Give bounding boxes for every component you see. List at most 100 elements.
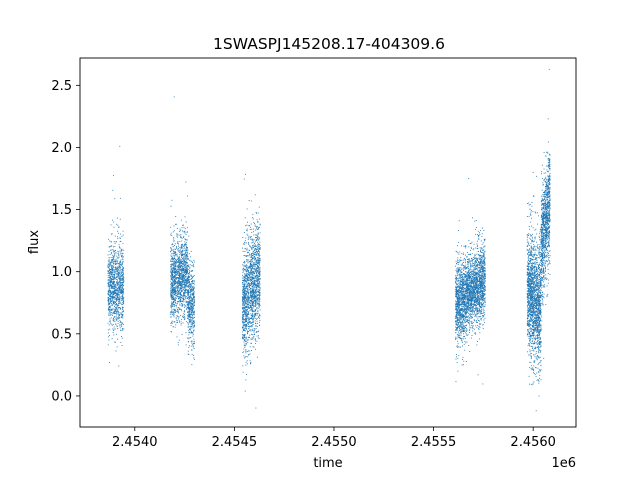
data-point: [122, 278, 124, 279]
data-point: [110, 322, 111, 324]
data-point: [463, 269, 464, 271]
data-point: [192, 262, 193, 264]
data-point: [243, 351, 245, 353]
data-point: [193, 338, 195, 340]
data-point: [248, 301, 250, 303]
data-point: [181, 277, 182, 279]
data-point: [174, 293, 176, 295]
data-point: [122, 307, 124, 309]
data-point: [259, 255, 260, 257]
data-point: [192, 282, 194, 284]
data-point: [461, 294, 463, 296]
data-point: [193, 305, 194, 307]
data-point: [254, 302, 256, 304]
data-point: [245, 323, 247, 325]
data-point: [252, 268, 254, 270]
data-point: [120, 264, 122, 265]
data-point: [259, 248, 261, 250]
data-point: [242, 264, 244, 266]
data-point: [252, 305, 254, 307]
data-point: [256, 267, 258, 269]
data-point: [111, 284, 113, 286]
data-point: [251, 269, 252, 271]
data-point: [457, 279, 459, 281]
data-point: [116, 310, 118, 312]
data-point: [256, 302, 258, 304]
data-point: [193, 261, 195, 263]
data-point: [170, 295, 172, 297]
data-point: [172, 290, 174, 292]
data-point: [259, 320, 261, 321]
data-point: [189, 284, 191, 286]
data-point: [183, 254, 185, 256]
data-point: [183, 246, 185, 248]
data-point: [184, 266, 186, 268]
data-point: [119, 280, 121, 282]
data-point: [256, 240, 258, 241]
data-point: [171, 272, 173, 274]
data-point: [170, 290, 172, 292]
data-point: [112, 270, 114, 272]
data-point: [193, 321, 195, 323]
data-point: [119, 299, 121, 301]
data-point: [110, 250, 112, 251]
data-point: [181, 276, 183, 277]
data-point: [258, 253, 260, 255]
data-point: [259, 248, 261, 250]
data-point: [244, 286, 246, 288]
data-point: [174, 266, 176, 268]
data-point: [179, 303, 181, 305]
data-point: [182, 286, 184, 288]
data-point: [172, 298, 174, 300]
data-point: [115, 300, 117, 302]
data-point: [112, 276, 114, 278]
data-point: [191, 319, 193, 321]
data-point: [458, 331, 459, 333]
data-point: [246, 310, 248, 312]
data-point: [247, 288, 249, 290]
data-point: [193, 329, 195, 331]
data-point: [185, 344, 187, 346]
data-point: [253, 264, 255, 266]
data-point: [170, 286, 172, 288]
data-point: [111, 266, 113, 267]
data-point: [248, 284, 250, 286]
data-point: [256, 280, 258, 282]
data-point: [458, 302, 460, 304]
data-point: [171, 278, 173, 280]
data-point: [183, 261, 185, 263]
data-point: [183, 311, 185, 313]
data-point: [242, 308, 244, 310]
data-point: [119, 298, 121, 300]
data-point: [245, 350, 247, 352]
data-point: [257, 279, 259, 281]
data-point: [117, 294, 119, 295]
data-point: [456, 273, 458, 274]
data-point: [254, 313, 256, 315]
data-point: [109, 311, 110, 313]
data-point: [112, 256, 114, 258]
data-point: [243, 268, 245, 269]
data-point: [464, 332, 466, 334]
data-point: [456, 297, 458, 299]
data-point: [190, 317, 192, 319]
data-point: [243, 327, 245, 329]
data-point: [256, 314, 258, 316]
data-point: [113, 263, 114, 264]
data-point: [257, 274, 258, 276]
data-point: [250, 256, 252, 258]
data-point: [188, 235, 190, 237]
data-point: [458, 319, 460, 321]
data-point: [457, 262, 459, 263]
data-point: [189, 296, 191, 298]
data-point: [182, 253, 183, 255]
data-point: [170, 205, 172, 207]
data-point: [191, 265, 193, 267]
data-point: [250, 323, 252, 324]
data-point: [250, 296, 252, 298]
data-point: [175, 291, 177, 293]
data-point: [245, 349, 247, 351]
data-point: [458, 312, 460, 314]
data-point: [253, 290, 254, 291]
data-point: [177, 307, 179, 309]
